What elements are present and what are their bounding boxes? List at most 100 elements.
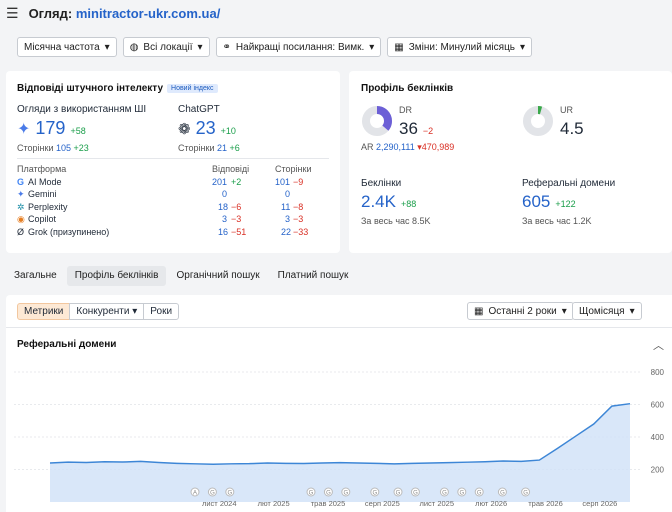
annotation-marker: [370, 487, 380, 497]
area-fill: [50, 403, 630, 502]
dr-donut-icon: [362, 106, 392, 136]
google-icon: G: [17, 176, 25, 187]
pages-delta: +6: [229, 143, 240, 153]
y-tick-label: 800: [651, 368, 665, 377]
annotation-marker: [457, 487, 467, 497]
annotation-marker: [190, 487, 200, 497]
referring-domains-value[interactable]: 605: [522, 192, 551, 211]
ai-card-title: Відповіді штучного інтелекту Новий індекс: [17, 83, 218, 94]
table-header: Платформа Відповіді Сторінки: [17, 164, 312, 174]
annotation-marker: [521, 487, 531, 497]
x-tick-label: лют 2026: [475, 499, 507, 508]
link-icon: ⚭: [222, 41, 231, 53]
annotation-marker-label: G: [343, 491, 348, 497]
best-links-dropdown[interactable]: ⚭ Найкращі посилання: Вимк. ▾: [215, 37, 382, 57]
date-range-dropdown[interactable]: ▦ Останні 2 роки ▾: [467, 302, 574, 320]
x-tick-label: серп 2025: [365, 499, 400, 508]
chatgpt-value[interactable]: 23: [195, 118, 216, 138]
referring-domains-label: Реферальні домени: [522, 178, 616, 189]
annotation-marker: [393, 487, 403, 497]
frequency-dropdown[interactable]: Місячна частота ▾: [17, 37, 117, 57]
annotation-marker: [207, 487, 217, 497]
tab-paid-search[interactable]: Платний пошук: [277, 270, 349, 281]
annotation-marker-label: G: [372, 491, 377, 497]
annotation-marker: [225, 487, 235, 497]
annotation-marker-label: G: [500, 491, 505, 497]
divider: [6, 327, 672, 328]
domain-link[interactable]: minitractor-ukr.com.ua/: [75, 5, 221, 21]
x-tick-label: лют 2025: [258, 499, 290, 508]
annotation-marker-label: G: [442, 491, 447, 497]
top-bar: ☰ Огляд: minitractor-ukr.com.ua/: [0, 0, 672, 26]
ai-overview-pages[interactable]: 105: [55, 143, 72, 153]
annotation-marker: [306, 487, 316, 497]
x-tick-label: трав 2026: [528, 499, 563, 508]
ai-overview-label: Огляди з використанням ШІ: [17, 104, 147, 115]
all-time-label: За весь час: [522, 216, 571, 226]
series-line: [49, 402, 631, 466]
ar-label: AR: [361, 142, 374, 152]
annotation-marker: [474, 487, 484, 497]
tab-general[interactable]: Загальне: [14, 270, 57, 281]
ur-value: 4.5: [560, 119, 584, 138]
ar-delta: ▾470,989: [417, 142, 455, 152]
table-row[interactable]: ✦ Gemini 0 0: [17, 189, 291, 199]
annotation-marker-label: A: [193, 491, 197, 497]
hamburger-menu-icon[interactable]: ☰: [6, 4, 19, 21]
page-title: Огляд: minitractor-ukr.com.ua/: [28, 5, 221, 21]
annotation-marker-label: G: [523, 491, 528, 497]
annotation-marker-label: G: [413, 491, 418, 497]
referring-domains-all-time: 1.2K: [573, 216, 592, 226]
chevron-down-icon: ▾: [369, 41, 375, 53]
annotation-marker-label: G: [477, 491, 482, 497]
annotation-marker-label: G: [210, 491, 215, 497]
backlinks-value[interactable]: 2.4K: [361, 192, 396, 211]
chevron-down-icon: ▾: [104, 41, 110, 53]
annotation-marker: [439, 487, 449, 497]
copilot-icon: ◉: [17, 214, 25, 224]
referring-domains-delta: +122: [555, 199, 576, 209]
pages-label: Сторінки: [17, 143, 54, 153]
table-row[interactable]: Ø Grok (призупинено) 16 −51 22 −33: [17, 226, 309, 237]
chevron-up-icon[interactable]: ︿: [653, 340, 664, 352]
sparkle-icon: ✦: [17, 121, 31, 138]
chevron-down-icon: ▾: [197, 41, 203, 53]
ar-value[interactable]: 2,290,111: [376, 142, 415, 152]
backlinks-label: Беклінки: [361, 178, 402, 189]
y-tick-label: 200: [651, 466, 665, 475]
perplexity-icon: ✲: [17, 201, 25, 212]
tab-organic-search[interactable]: Органічний пошук: [176, 270, 260, 281]
dr-delta: −2: [422, 126, 434, 136]
annotation-marker: [410, 487, 420, 497]
ai-overview-value[interactable]: 179: [35, 118, 66, 138]
tab-backlink-profile[interactable]: Профіль беклінків: [66, 266, 167, 286]
new-index-badge: Новий індекс: [167, 84, 218, 93]
metrics-button[interactable]: Метрики: [17, 303, 71, 320]
location-dropdown[interactable]: ◍ Всі локації ▾: [122, 37, 210, 57]
competitors-button[interactable]: Конкуренти ▾: [69, 303, 145, 320]
divider: [17, 158, 329, 159]
backlinks-all-time: 8.5K: [412, 216, 431, 226]
annotation-marker: [497, 487, 507, 497]
chevron-down-icon: ▾: [561, 305, 567, 317]
chatgpt-pages[interactable]: 21: [216, 143, 227, 153]
annotation-marker-label: G: [396, 491, 401, 497]
all-time-label: За весь час: [361, 216, 410, 226]
ur-label: UR: [560, 105, 573, 115]
dr-value: 36: [399, 119, 418, 138]
pages-delta: +23: [73, 143, 89, 153]
years-button[interactable]: Роки: [143, 303, 180, 320]
x-tick-label: трав 2025: [311, 499, 346, 508]
table-row[interactable]: ◉ Copilot 3 −3 3 −3: [17, 214, 304, 224]
chatgpt-label: ChatGPT: [178, 104, 220, 115]
chevron-down-icon: ▾: [520, 41, 526, 53]
table-row[interactable]: ✲ Perplexity 18 −6 11 −8: [17, 201, 304, 212]
annotation-marker-label: G: [227, 491, 232, 497]
x-tick-label: лист 2024: [202, 499, 237, 508]
calendar-icon: ▦: [394, 41, 404, 53]
period-dropdown[interactable]: Щомісяця ▾: [572, 302, 642, 320]
platform-table: Платформа Відповіді Сторінки G AI Mode 201 +2…: [17, 164, 317, 239]
changes-dropdown[interactable]: ▦ Зміни: Минулий місяць ▾: [387, 37, 533, 57]
table-row[interactable]: G AI Mode 201 +2 101 −9: [17, 176, 304, 187]
